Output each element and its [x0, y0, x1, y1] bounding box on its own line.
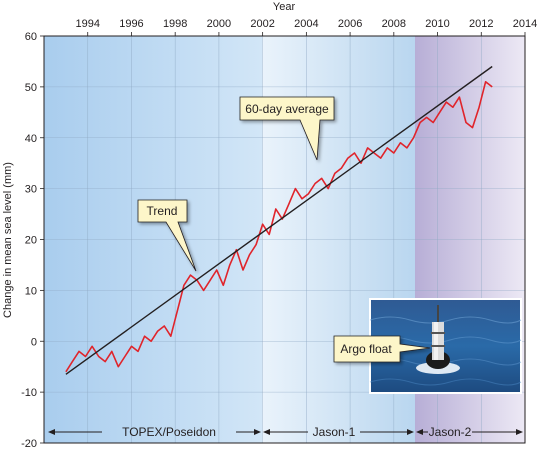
y-tick-label: 0 [31, 336, 37, 348]
callout-argo-float-text: Argo float [340, 342, 392, 356]
callout-trend-text: Trend [147, 204, 178, 218]
y-tick-label: 40 [25, 133, 37, 145]
jason1-arrow-head-right [407, 429, 414, 435]
x-tick-label: 2008 [382, 18, 406, 30]
jason2-arrow-head-left [416, 429, 423, 435]
callout-60-day-average-text: 60-day average [245, 102, 329, 116]
y-tick-label: 30 [25, 184, 37, 196]
x-tick-label: 2002 [250, 18, 274, 30]
jason2-arrow-head-right [516, 429, 523, 435]
x-ticks: 1994 1996 1998 2000 2002 2004 2006 2008 2010 2012… [75, 18, 537, 36]
x-tick-label: 2010 [425, 18, 449, 30]
x-tick-label: 2000 [207, 18, 231, 30]
x-tick-label: 1996 [119, 18, 143, 30]
x-axis-title: Year [273, 1, 296, 13]
topex-arrow-head-left [48, 429, 55, 435]
callout-argo-float [333, 335, 431, 363]
x-tick-label: 2006 [338, 18, 362, 30]
jason2-label: Jason-2 [429, 425, 472, 439]
x-tick-label: 1998 [163, 18, 187, 30]
callout-trend [137, 199, 197, 272]
y-tick-label: 60 [25, 31, 37, 43]
topex-label: TOPEX/Poseidon [122, 425, 216, 439]
y-tick-label: 20 [25, 235, 37, 247]
x-tick-label: 1994 [75, 18, 99, 30]
y-tick-label: 50 [25, 82, 37, 94]
x-tick-label: 2004 [294, 18, 318, 30]
callout-60-day-average [239, 96, 335, 161]
sea-level-line [65, 81, 493, 373]
y-axis-title: Change in mean sea level (mm) [2, 162, 14, 318]
trend-line [65, 65, 493, 375]
topex-arrow-head-right [254, 429, 261, 435]
x-tick-label: 2014 [513, 18, 537, 30]
y-ticks: -20 -10 0 10 20 30 40 50 60 [21, 31, 44, 450]
jason1-label: Jason-1 [313, 425, 356, 439]
mission-timeline [48, 429, 523, 435]
jason1-arrow-head-left [263, 429, 270, 435]
x-tick-label: 2012 [469, 18, 493, 30]
y-tick-label: -10 [21, 387, 37, 399]
y-tick-label: -20 [21, 438, 37, 450]
y-tick-label: 10 [25, 285, 37, 297]
